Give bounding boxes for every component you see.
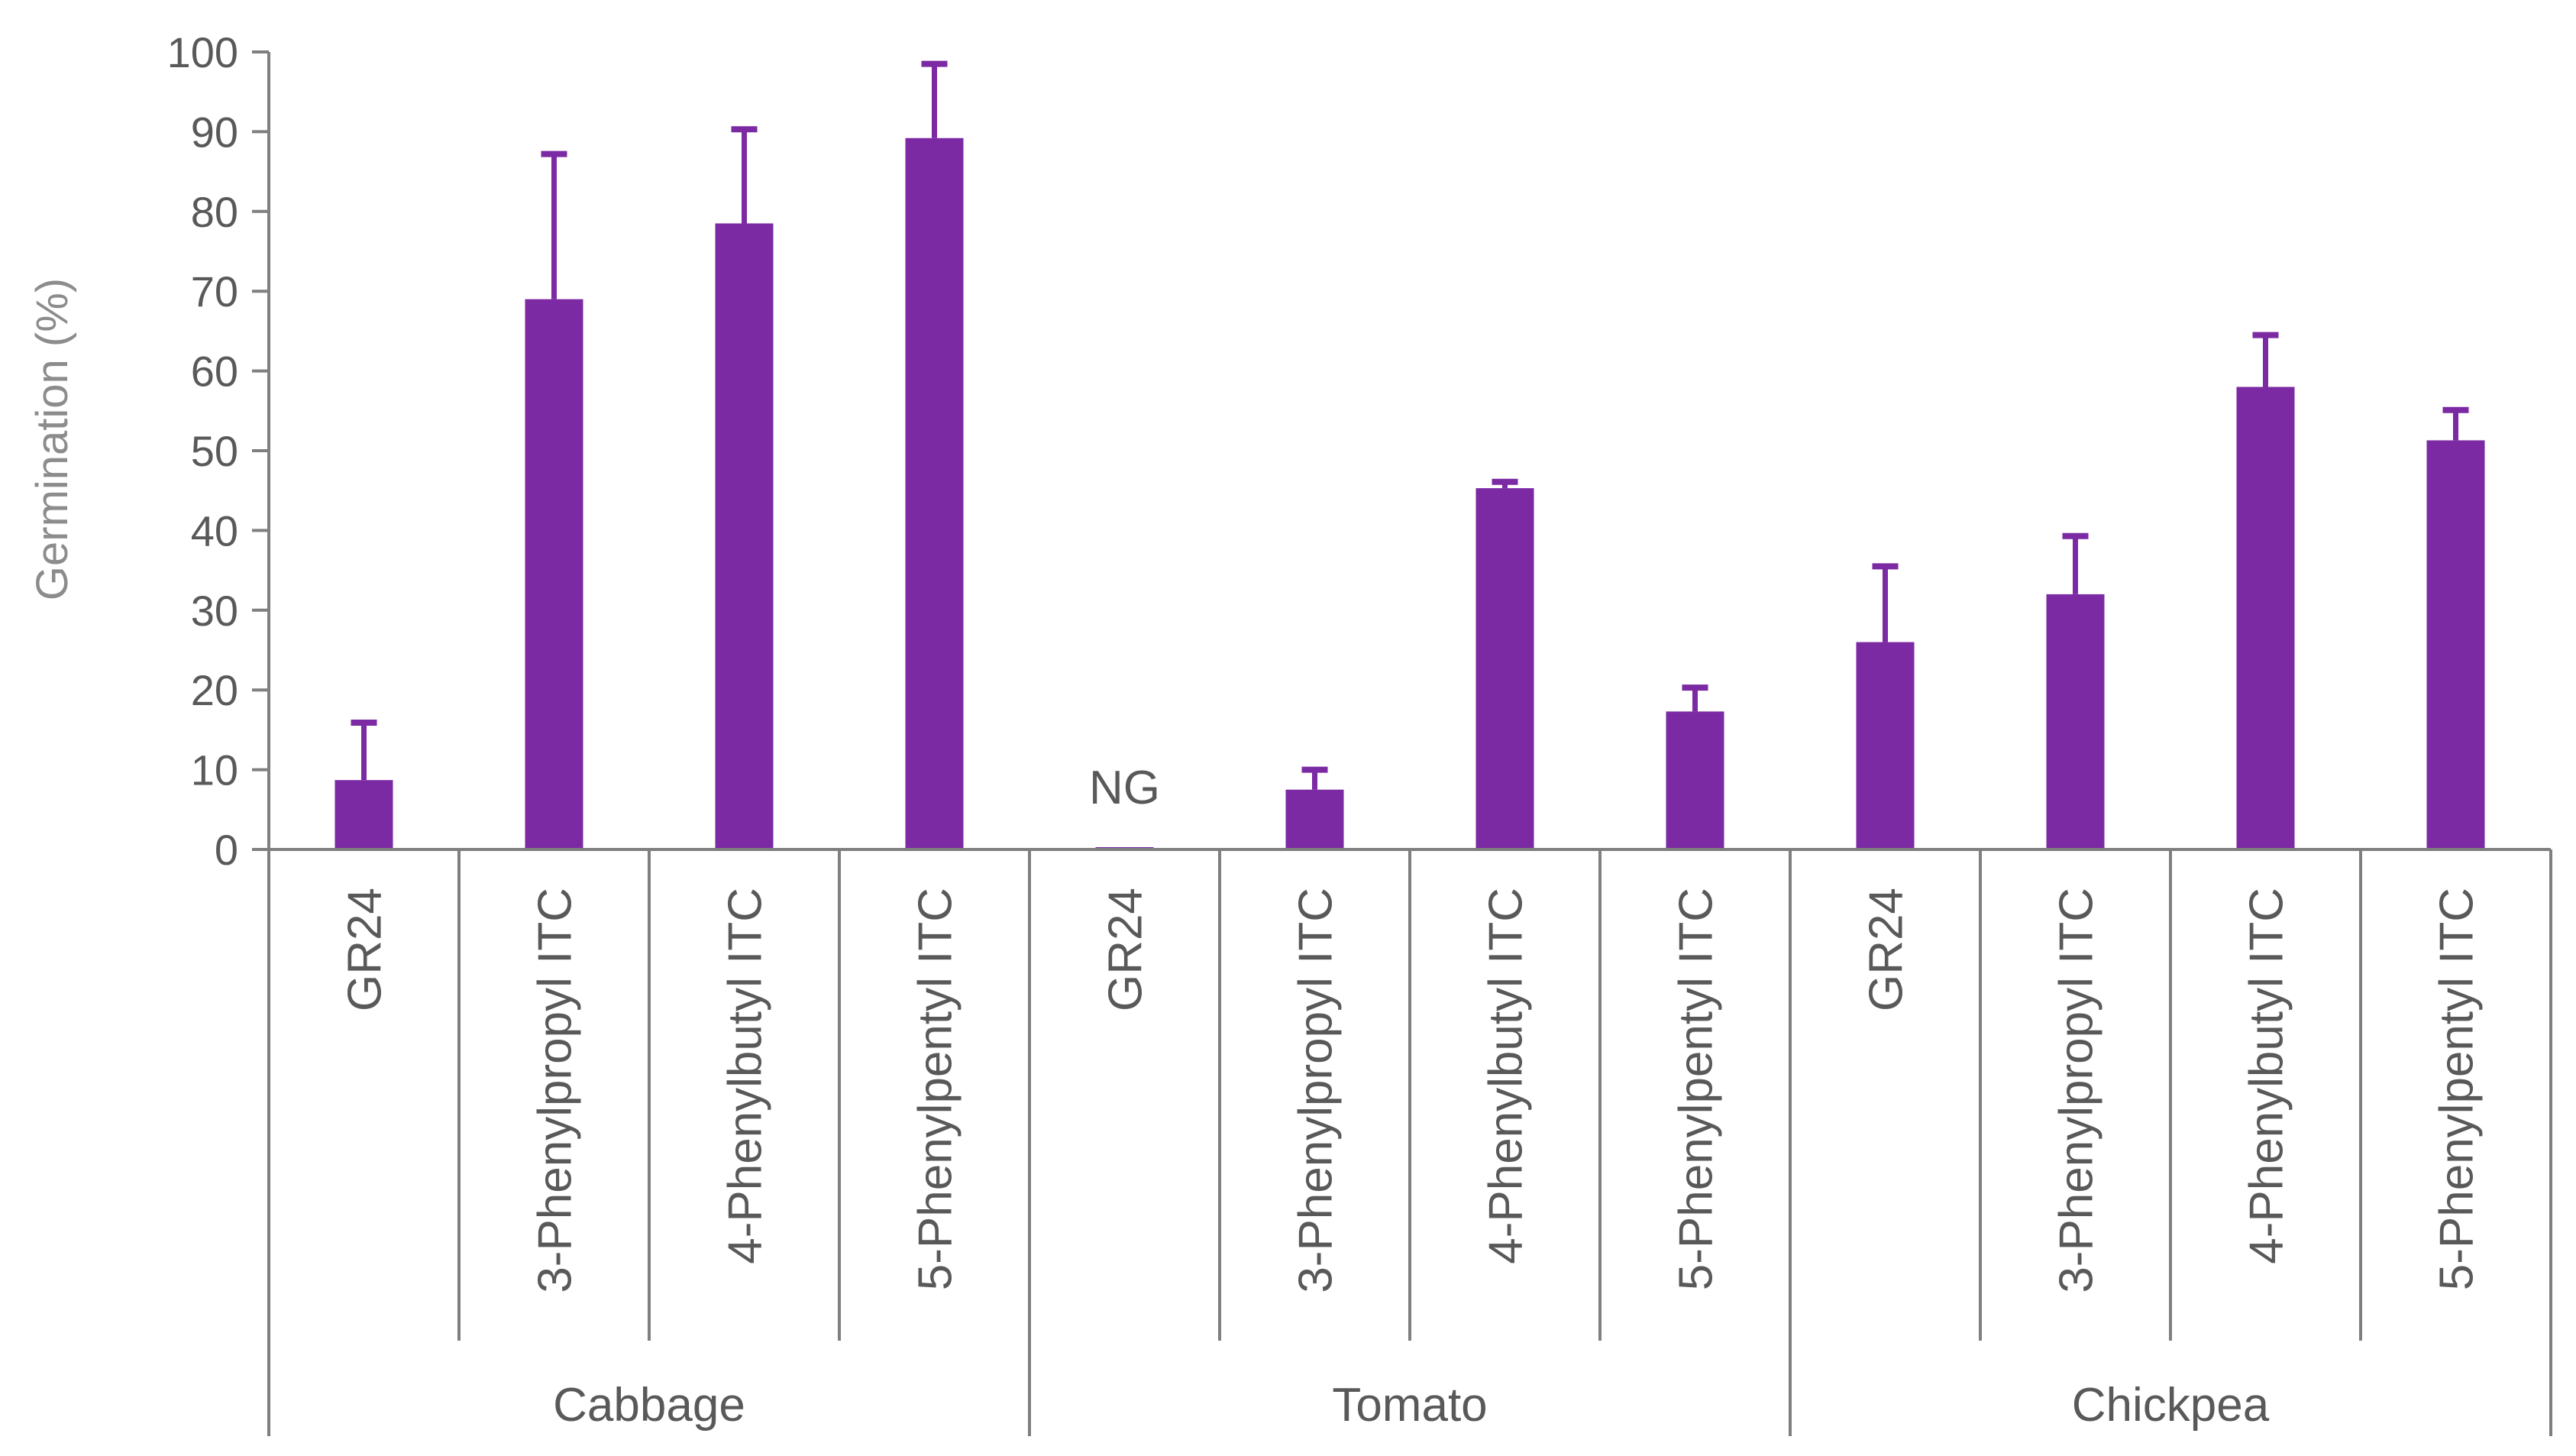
x-category-label: GR24 [1860, 888, 1913, 1011]
y-tick-label: 60 [191, 348, 238, 396]
x-group-label: Chickpea [2072, 1379, 2270, 1432]
y-tick-label: 80 [191, 188, 238, 236]
y-axis: 0 10 20 30 40 50 60 70 80 90 100 [167, 28, 270, 874]
bar-note-label: NG [1089, 762, 1160, 814]
y-tick-label: 0 [215, 826, 238, 874]
y-tick-label: 30 [191, 587, 238, 635]
bar [335, 780, 393, 849]
x-category-label: GR24 [339, 888, 392, 1011]
bar [715, 223, 774, 850]
x-category-label: 4-Phenylbutyl ITC [1480, 888, 1533, 1264]
bar [905, 138, 964, 849]
x-category-label: 4-Phenylbutyl ITC [2241, 888, 2293, 1264]
x-category-label: 5-Phenylpentyl ITC [1670, 888, 1723, 1290]
x-category-label: 4-Phenylbutyl ITC [719, 888, 772, 1264]
y-tick-label: 100 [167, 28, 238, 76]
x-group-label: Cabbage [553, 1379, 745, 1432]
bars-layer: NG [335, 60, 2485, 850]
bar [1475, 488, 1534, 849]
y-axis-title: Germination (%) [27, 278, 77, 600]
x-category-label: 5-Phenylpentyl ITC [2431, 888, 2484, 1290]
y-tick-label: 90 [191, 108, 238, 156]
bar [1856, 642, 1915, 849]
bar [2426, 440, 2485, 849]
x-category-label: 3-Phenylpropyl ITC [1290, 888, 1343, 1293]
bar [1666, 711, 1724, 849]
y-tick-label: 70 [191, 267, 238, 315]
bar [525, 299, 583, 849]
x-category-label: 5-Phenylpentyl ITC [910, 888, 962, 1290]
bar [2046, 594, 2105, 849]
bar [1285, 789, 1344, 849]
bar [2236, 387, 2295, 850]
y-tick-label: 50 [191, 427, 238, 475]
x-group-label: Tomato [1332, 1379, 1487, 1432]
x-category-label: 3-Phenylpropyl ITC [2051, 888, 2103, 1293]
y-tick-label: 20 [191, 666, 238, 714]
x-axis: GR24 3-Phenylpropyl ITC 4-Phenylbutyl ITC 5… [267, 848, 2552, 1436]
y-tick-label: 10 [191, 746, 238, 794]
x-category-label: 3-Phenylpropyl ITC [529, 888, 582, 1293]
x-category-label: GR24 [1100, 888, 1152, 1011]
y-tick-label: 40 [191, 506, 238, 555]
